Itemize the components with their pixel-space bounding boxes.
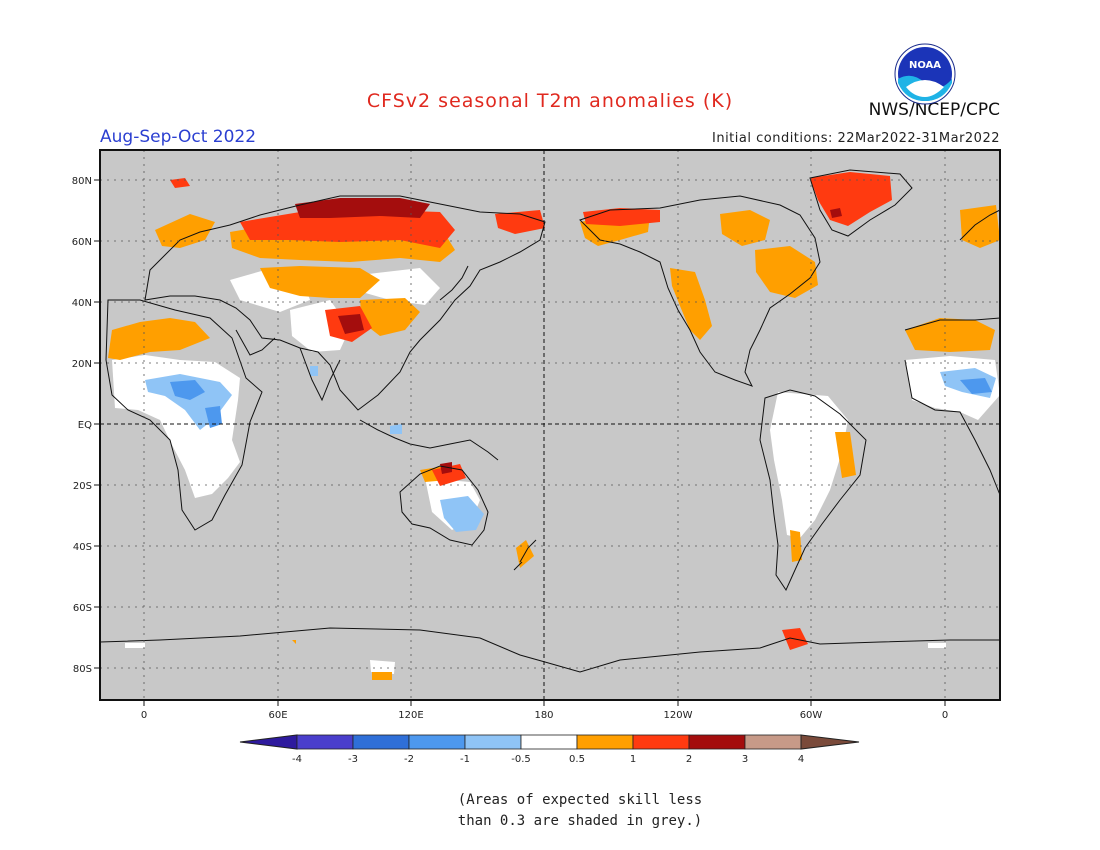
colorbar-tick-label: 0.5 bbox=[569, 754, 585, 765]
graticule bbox=[100, 150, 1000, 700]
colorbar-tick-label: 4 bbox=[798, 754, 804, 765]
skill-note-line2: than 0.3 are shaded in grey.) bbox=[457, 813, 703, 829]
colorbar-tick-label: -0.5 bbox=[511, 754, 531, 765]
lat-label: 40S bbox=[73, 542, 92, 553]
colorbar-tick-label: -1 bbox=[460, 754, 470, 765]
map-frame bbox=[99, 149, 1001, 701]
axis-ticks bbox=[94, 179, 946, 706]
initial-conditions-label: Initial conditions: 22Mar2022-31Mar2022 bbox=[712, 131, 1000, 146]
lat-label: 40N bbox=[72, 298, 92, 309]
lon-label: 0 bbox=[942, 710, 948, 721]
colorbar-swatch bbox=[632, 734, 690, 750]
lat-label: 20N bbox=[72, 359, 92, 370]
colorbar-swatch bbox=[408, 734, 466, 750]
colorbar-arrow-low bbox=[239, 734, 298, 750]
colorbar-tick-label: -2 bbox=[404, 754, 414, 765]
lon-label: 60W bbox=[800, 710, 823, 721]
colorbar-tick-label: 3 bbox=[742, 754, 748, 765]
colorbar-swatch bbox=[688, 734, 746, 750]
colorbar-tick-label: 1 bbox=[630, 754, 636, 765]
anomaly-regions bbox=[108, 172, 1000, 680]
colorbar-tick-label: -3 bbox=[348, 754, 358, 765]
reference-lines bbox=[100, 150, 1000, 700]
longitude-labels: 0 60E 120E 180 120W 60W 0 bbox=[141, 710, 948, 721]
colorbar-swatch bbox=[464, 734, 522, 750]
colorbar-swatch bbox=[520, 734, 578, 750]
lat-label: 60N bbox=[72, 237, 92, 248]
lon-label: 120E bbox=[398, 710, 423, 721]
lon-label: 120W bbox=[664, 710, 693, 721]
skill-note: (Areas of expected skill less than 0.3 a… bbox=[380, 790, 780, 832]
lat-label: 80N bbox=[72, 176, 92, 187]
organization-label: NWS/NCEP/CPC bbox=[868, 100, 1000, 120]
coastlines bbox=[99, 169, 1001, 673]
map-title: CFSv2 seasonal T2m anomalies (K) bbox=[366, 90, 734, 112]
colorbar-swatch bbox=[352, 734, 410, 750]
colorbar-swatch bbox=[576, 734, 634, 750]
colorbar-swatch bbox=[744, 734, 802, 750]
lat-label: EQ bbox=[78, 420, 92, 431]
logo-text: NOAA bbox=[909, 60, 941, 71]
colorbar-tick-label: -4 bbox=[292, 754, 302, 765]
colorbar: -4 -3 -2 -1 -0.5 0.5 1 2 3 4 bbox=[239, 734, 860, 765]
colorbar-swatch bbox=[296, 734, 354, 750]
lat-label: 60S bbox=[73, 603, 92, 614]
colorbar-tick-label: 2 bbox=[686, 754, 692, 765]
lon-label: 0 bbox=[141, 710, 147, 721]
lon-label: 60E bbox=[268, 710, 287, 721]
latitude-labels: 80N 60N 40N 20N EQ 20S 40S 60S 80S bbox=[72, 176, 92, 675]
lon-label: 180 bbox=[534, 710, 553, 721]
noaa-logo: NOAA bbox=[894, 43, 956, 105]
skill-note-line1: (Areas of expected skill less bbox=[457, 792, 703, 808]
lat-label: 80S bbox=[73, 664, 92, 675]
lat-label: 20S bbox=[73, 481, 92, 492]
season-label: Aug-Sep-Oct 2022 bbox=[100, 127, 257, 147]
colorbar-arrow-high bbox=[800, 734, 860, 750]
